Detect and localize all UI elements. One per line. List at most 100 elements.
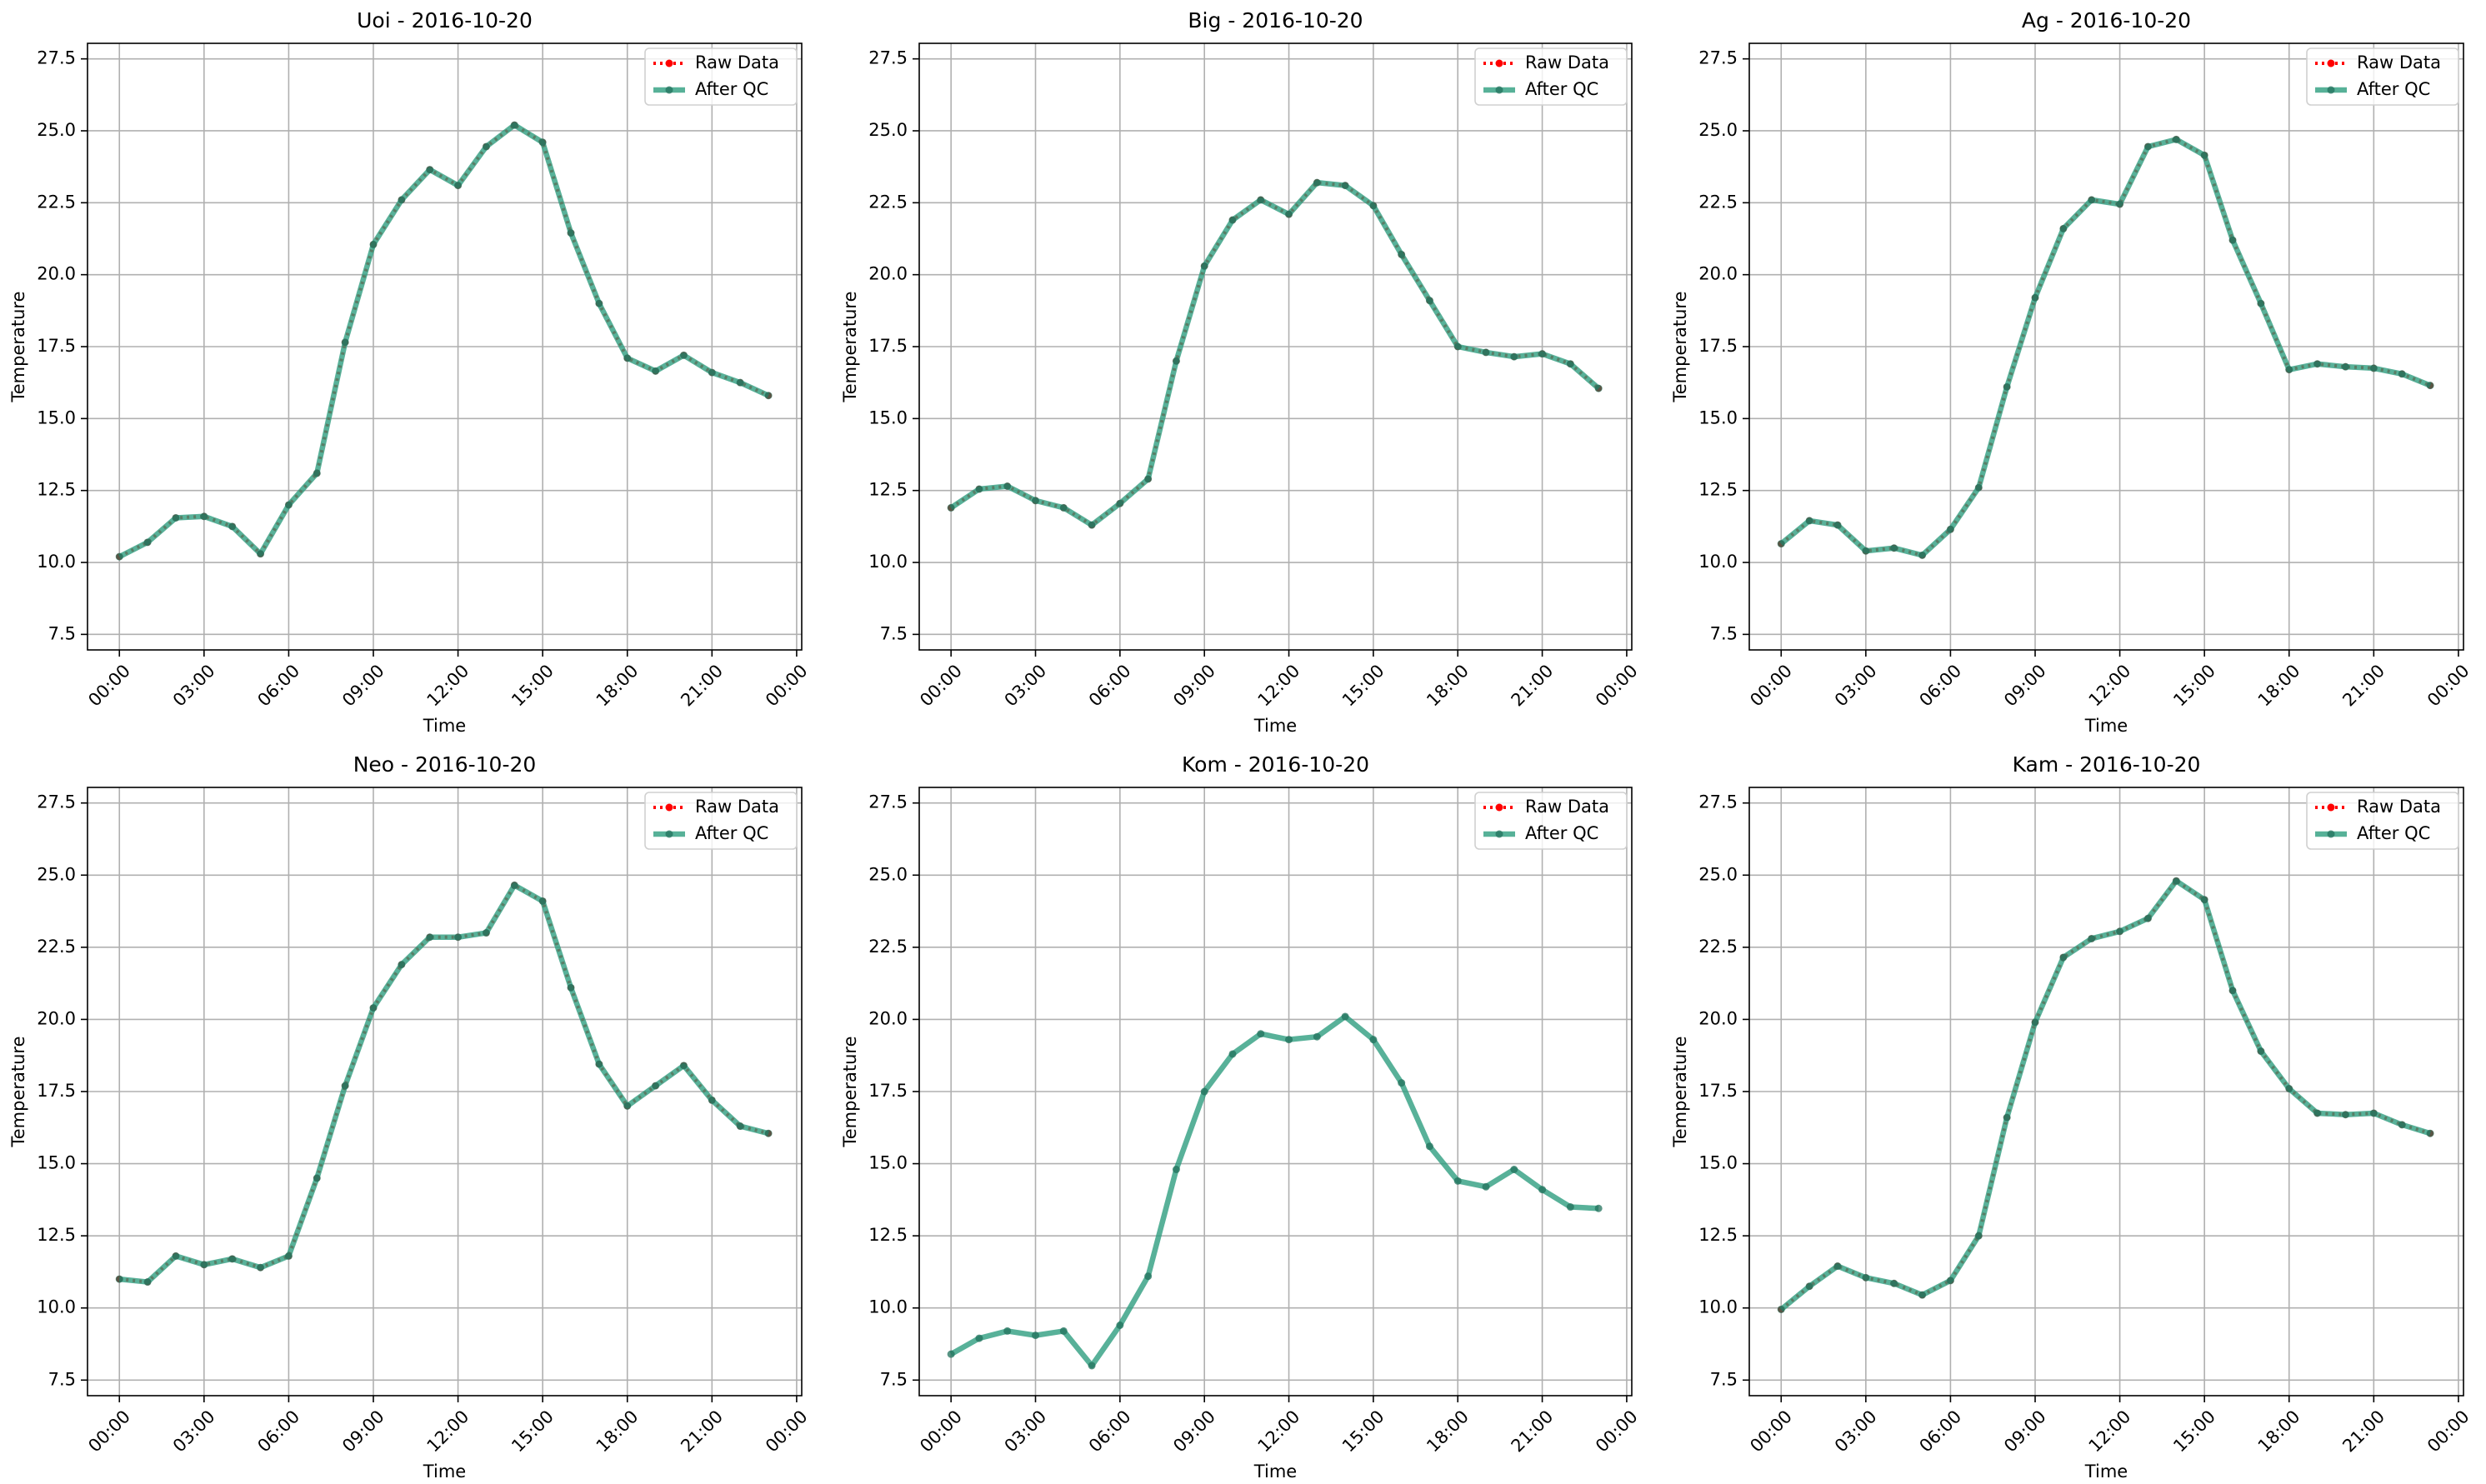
qc-point: [1890, 544, 1898, 552]
y-axis-label: Temperature: [840, 1036, 860, 1147]
qc-line: [118, 882, 769, 1285]
y-tick-label: 20.0: [37, 1008, 76, 1028]
x-tick-label: 15:00: [508, 661, 558, 711]
qc-point: [228, 522, 237, 531]
qc-line: [949, 1013, 1599, 1369]
y-axis-label: Temperature: [1670, 291, 1690, 402]
qc-point: [2257, 1047, 2265, 1056]
legend-label: After QC: [695, 823, 768, 843]
qc-point: [200, 512, 208, 521]
y-tick-label: 15.0: [37, 407, 76, 427]
subplot: 00:00 03:00 06:00 09:00 12:00 15:00 18:00 21:00…: [840, 752, 1642, 1482]
qc-point: [2313, 1109, 2322, 1117]
qc-point: [1566, 1203, 1574, 1212]
y-tick-label: 22.5: [1698, 192, 1738, 212]
qc-point: [2031, 1018, 2039, 1027]
qc-point: [679, 1062, 688, 1070]
x-tick-label: 06:00: [1915, 661, 1965, 711]
legend-label: After QC: [2357, 79, 2430, 99]
y-tick-label: 27.5: [37, 48, 76, 68]
axes-frame: [87, 42, 803, 651]
y-tick-label: 12.5: [37, 480, 76, 500]
x-tick-label: 06:00: [253, 661, 303, 711]
legend-marker: [1495, 86, 1503, 94]
x-tick-label: 09:00: [338, 1407, 388, 1457]
legend-label: Raw Data: [695, 52, 779, 72]
qc-point: [1594, 384, 1603, 392]
qc-point: [567, 983, 575, 992]
qc-point: [1088, 521, 1096, 529]
x-tick-label: 09:00: [338, 661, 388, 711]
y-tick-label: 17.5: [1698, 1081, 1738, 1101]
x-tick-label: 12:00: [2085, 661, 2135, 711]
qc-point: [736, 378, 744, 387]
y-tick-label: 7.5: [880, 623, 908, 643]
chart-title: Uoi - 2016-10-20: [357, 8, 533, 32]
y-tick-label: 22.5: [868, 192, 908, 212]
y-tick-label: 10.0: [37, 552, 76, 572]
qc-point: [426, 166, 434, 174]
qc-point: [1453, 1177, 1462, 1185]
y-tick-label: 20.0: [1698, 1008, 1738, 1028]
qc-point: [1341, 1012, 1349, 1021]
x-tick-label: 15:00: [1338, 661, 1388, 711]
x-tick-label: 03:00: [1001, 1407, 1051, 1457]
qc-point: [1341, 182, 1349, 190]
x-tick-label: 00:00: [1746, 661, 1796, 711]
x-tick-label: 21:00: [2338, 661, 2388, 711]
x-tick-label: 00:00: [2423, 1407, 2473, 1457]
qc-point: [679, 351, 688, 359]
x-tick-label: 21:00: [1508, 1407, 1558, 1457]
legend: Raw Data After QC: [1474, 47, 1628, 106]
legend-label: Raw Data: [2357, 52, 2441, 72]
qc-point: [1425, 1142, 1433, 1151]
qc-point: [1777, 540, 1785, 548]
qc-point: [1777, 1305, 1785, 1313]
x-tick-label: 06:00: [1085, 1407, 1135, 1457]
y-tick-label: 20.0: [868, 1008, 908, 1028]
qc-point: [2341, 1111, 2349, 1119]
y-tick-label: 7.5: [1710, 623, 1738, 643]
x-tick-label: 03:00: [1001, 661, 1051, 711]
legend-label: Raw Data: [695, 797, 779, 817]
plot-area: [115, 121, 773, 561]
y-tick-label: 15.0: [37, 1153, 76, 1173]
x-tick-label: 06:00: [253, 1407, 303, 1457]
legend-marker: [2327, 830, 2335, 838]
x-tick-label: 18:00: [1423, 1407, 1473, 1457]
x-tick-label: 18:00: [2254, 661, 2304, 711]
legend: Raw Data After QC: [644, 47, 798, 106]
plot-area: [115, 881, 773, 1287]
legend-marker: [665, 59, 673, 67]
qc-point: [454, 182, 463, 190]
axes-frame: [1748, 787, 2464, 1397]
y-tick-label: 12.5: [1698, 480, 1738, 500]
qc-point: [764, 1129, 773, 1137]
qc-point: [538, 138, 547, 147]
y-tick-label: 22.5: [37, 937, 76, 957]
legend-label: After QC: [1525, 79, 1598, 99]
y-tick-label: 20.0: [1698, 264, 1738, 284]
qc-point: [1172, 357, 1180, 365]
qc-point: [1313, 1032, 1321, 1041]
legend-marker: [1495, 803, 1503, 812]
x-tick-label: 00:00: [84, 661, 134, 711]
y-tick-label: 15.0: [1698, 407, 1738, 427]
qc-point: [313, 1174, 321, 1182]
y-tick-label: 15.0: [1698, 1153, 1738, 1173]
legend-marker: [665, 803, 673, 812]
chart-title: Neo - 2016-10-20: [353, 752, 537, 777]
plot-area: [1777, 135, 2434, 559]
raw-line: [1779, 879, 2431, 1312]
qc-point: [1453, 342, 1462, 351]
qc-line: [1779, 877, 2431, 1312]
qc-point: [115, 1275, 123, 1283]
y-tick-label: 27.5: [37, 792, 76, 812]
y-tick-label: 10.0: [1698, 552, 1738, 572]
qc-point: [482, 142, 490, 151]
axes-frame: [1748, 42, 2464, 651]
qc-point: [2143, 142, 2152, 151]
qc-point: [538, 897, 547, 905]
qc-point: [172, 1252, 180, 1260]
qc-point: [2003, 1113, 2011, 1122]
